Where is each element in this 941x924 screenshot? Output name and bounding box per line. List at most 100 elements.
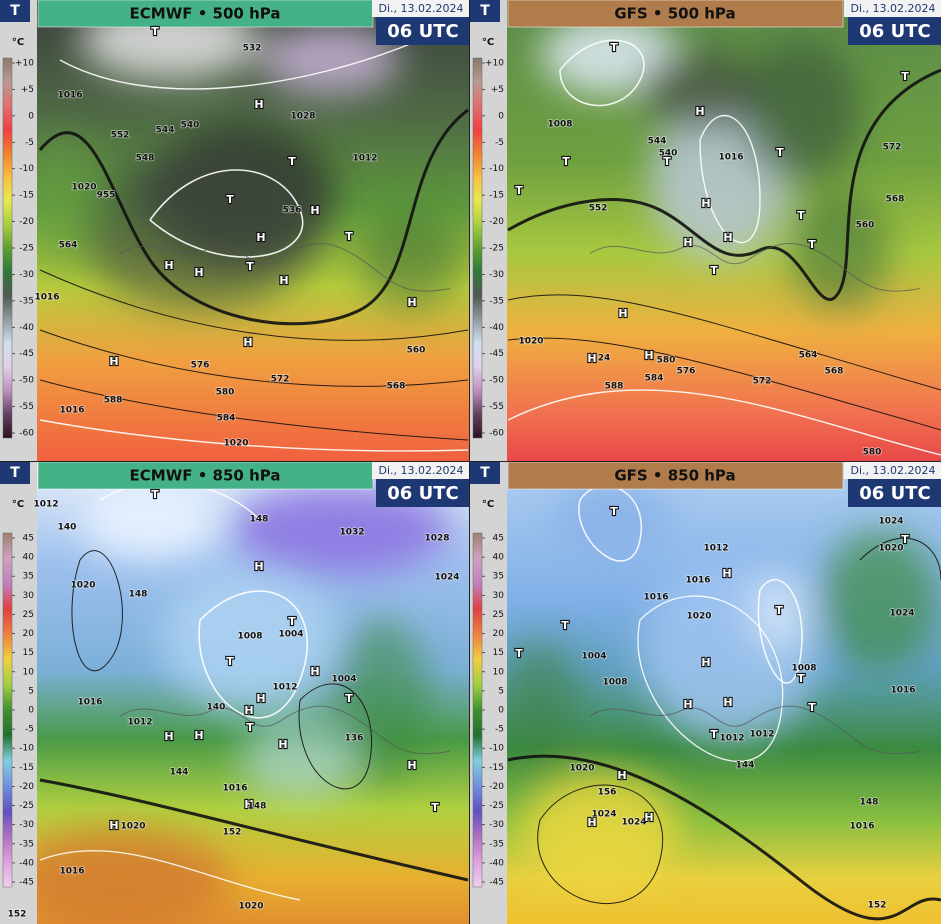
field-blob	[330, 620, 430, 780]
map-label: 580	[863, 448, 882, 458]
map-label: H	[618, 307, 627, 320]
field-blob	[740, 40, 860, 180]
field-blob	[790, 190, 890, 310]
map-label: H	[695, 105, 704, 118]
map-label: 140	[58, 523, 77, 533]
map-label: 1016	[59, 867, 84, 877]
map-label: 576	[677, 367, 696, 377]
time-label: 06 UTC	[859, 483, 930, 504]
map-label: 1012	[352, 154, 377, 164]
map-label: T	[345, 692, 353, 705]
map-label: H	[701, 656, 710, 669]
contours	[39, 481, 469, 901]
map-label: 1020	[223, 439, 248, 449]
colorbar-label: -35	[19, 296, 34, 306]
map-label: 144	[736, 761, 755, 771]
map-label: H	[407, 296, 416, 309]
map-label: H	[701, 197, 710, 210]
map-label: 544	[648, 137, 667, 147]
map-label: 552	[111, 131, 130, 141]
colorbar-label: 45	[493, 534, 504, 544]
colorbar-label: -5	[25, 138, 34, 148]
colorbar-label: 10	[493, 667, 505, 677]
colorbar-label: -20	[489, 782, 504, 792]
field-blob	[80, 480, 220, 560]
colorbar-label: 25	[23, 610, 34, 620]
map-label: H	[194, 729, 203, 742]
map-label: 572	[271, 375, 290, 385]
panel-svg: T °C +10 +5 0 -5 -10 -15 -20 -25 -30 -35 -40 -45 -50 -5…	[470, 0, 941, 461]
colorbar-label: -60	[19, 429, 34, 439]
badge-box	[470, 462, 500, 484]
date-box	[372, 0, 469, 17]
coastline	[589, 705, 921, 755]
colorbar	[472, 532, 483, 888]
colorbar-label: 15	[23, 648, 34, 658]
map-label: 1016	[222, 784, 247, 794]
colorbar-label: -45	[489, 878, 504, 888]
time-box	[376, 17, 469, 45]
map-label: 1016	[77, 698, 102, 708]
map-label: 1016	[849, 822, 874, 832]
map-label: 1012	[127, 718, 152, 728]
unit-label: °C	[482, 37, 494, 48]
map-label: 1020	[518, 337, 543, 347]
map-label: H	[256, 692, 265, 705]
map-label: 532	[243, 44, 262, 54]
map-label: 1012	[703, 544, 728, 554]
map-label: T	[431, 801, 439, 814]
time-box	[376, 479, 469, 507]
map-area	[37, 462, 469, 924]
map-label: 1016	[643, 593, 668, 603]
colorbar-label: 25	[493, 610, 504, 620]
map-label: H	[407, 759, 416, 772]
date-box	[844, 0, 941, 17]
model-title: GFS • 500 hPa	[614, 5, 735, 23]
colorbar-label: -5	[495, 138, 504, 148]
map-label: T	[901, 70, 909, 83]
contour-line	[507, 389, 941, 456]
date-label: Di., 13.02.2024	[851, 464, 936, 477]
field-blob	[37, 830, 230, 924]
map-label: 1008	[602, 678, 627, 688]
map-label: T	[610, 505, 618, 518]
map-label: 24	[598, 354, 611, 364]
map-panel: T °C 45 40 35 30 25 20 15 10 5 0 -5 -10 -15 -20 -25 -30 -3…	[470, 462, 941, 924]
map-label: T	[151, 488, 159, 501]
contour-line	[38, 108, 469, 326]
map-label: 1016	[34, 293, 59, 303]
time-label: 06 UTC	[387, 21, 458, 42]
map-label: T	[808, 701, 816, 714]
colorbar	[472, 57, 483, 439]
colorbar-label: -25	[489, 801, 504, 811]
contour-line	[39, 850, 301, 901]
map-label: T	[515, 647, 523, 660]
colorbar-label: -5	[25, 725, 34, 735]
badge: T	[480, 465, 490, 481]
colorbar-label: -35	[489, 296, 504, 306]
colorbar-label: -35	[489, 839, 504, 849]
colorbar-label: 20	[493, 629, 505, 639]
colorbar-label: -15	[489, 191, 504, 201]
map-label: H	[683, 698, 692, 711]
map-label: 572	[753, 377, 772, 387]
map-label: 1008	[237, 632, 262, 642]
unit-label: °C	[12, 499, 24, 510]
colorbar	[2, 57, 13, 439]
model-title: ECMWF • 500 hPa	[130, 5, 281, 23]
field-blob	[640, 50, 760, 130]
map-label: 584	[217, 414, 236, 424]
contour-line	[559, 39, 645, 107]
map-label: 148	[248, 802, 267, 812]
map-label: T	[226, 655, 234, 668]
colorbar-label: -10	[489, 744, 504, 754]
colorbar-label: 0	[28, 111, 34, 121]
colorbar-label: 5	[498, 686, 504, 696]
contours	[507, 39, 941, 456]
model-header	[507, 0, 844, 28]
colorbar-label: -55	[19, 402, 34, 412]
map-label: 1012	[749, 730, 774, 740]
time-label: 06 UTC	[387, 483, 458, 504]
contour-line	[39, 379, 469, 441]
colorbar-label: 35	[493, 572, 504, 582]
